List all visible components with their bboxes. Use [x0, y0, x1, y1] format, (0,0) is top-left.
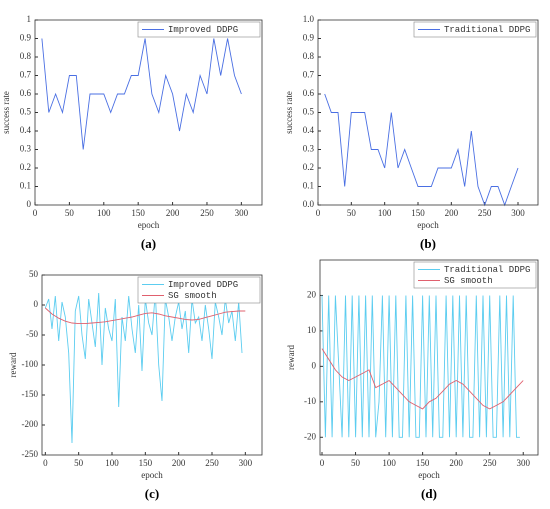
x-tick-label: 250	[200, 208, 214, 218]
plot-frame	[317, 19, 539, 206]
y-tick-label: -20	[304, 431, 316, 441]
x-tick-label: 0	[43, 458, 48, 468]
y-tick-label: 1.0	[303, 14, 315, 24]
x-axis-label: epoch	[418, 470, 440, 480]
x-tick-label: 300	[235, 208, 249, 218]
x-tick-label: 200	[445, 208, 459, 218]
y-tick-label: 0.7	[303, 70, 315, 80]
x-tick-label: 50	[347, 208, 357, 218]
x-tick-label: 200	[449, 458, 463, 468]
x-tick-label: 150	[416, 458, 430, 468]
y-tick-label: 0.2	[303, 162, 314, 172]
y-tick-label: 0.0	[303, 199, 315, 209]
series-line	[321, 295, 520, 438]
y-tick-label: -200	[22, 419, 39, 429]
x-tick-label: 0	[316, 208, 321, 218]
y-tick-label: -10	[304, 396, 316, 406]
x-tick-label: 300	[511, 208, 525, 218]
x-tick-label: 50	[351, 458, 361, 468]
y-axis-label: reward	[286, 345, 296, 370]
y-tick-label: 0.7	[20, 70, 32, 80]
legend-label: Traditional DDPG	[444, 25, 530, 35]
y-axis-label: reward	[8, 352, 18, 377]
legend-label: Improved DDPG	[168, 25, 238, 35]
y-tick-label: 20	[307, 290, 317, 300]
y-axis-label: success rate	[284, 91, 294, 134]
y-tick-label: 0	[27, 199, 32, 209]
panel-label: (d)	[421, 486, 437, 501]
x-tick-label: 0	[33, 208, 38, 218]
series-line	[41, 38, 242, 150]
y-tick-label: 0.9	[20, 33, 32, 43]
legend-label: Traditional DDPG	[444, 265, 530, 275]
y-tick-label: 0.6	[303, 88, 315, 98]
y-tick-label: 50	[29, 269, 39, 279]
x-tick-label: 250	[483, 458, 497, 468]
x-tick-label: 100	[97, 208, 111, 218]
y-tick-label: 0.3	[20, 144, 32, 154]
x-tick-label: 100	[378, 208, 392, 218]
x-tick-label: 100	[105, 458, 119, 468]
x-axis-label: epoch	[417, 220, 439, 230]
legend-box	[413, 21, 537, 38]
x-tick-label: 0	[320, 458, 325, 468]
series-line	[324, 93, 519, 207]
series-line	[44, 292, 243, 444]
panel-label: (b)	[420, 236, 436, 251]
x-axis-label: epoch	[138, 220, 160, 230]
x-tick-label: 250	[478, 208, 492, 218]
x-tick-label: 300	[239, 458, 253, 468]
y-tick-label: 1	[27, 14, 32, 24]
x-tick-label: 150	[131, 208, 145, 218]
y-tick-label: 0.3	[303, 144, 315, 154]
y-tick-label: 0	[312, 360, 317, 370]
legend-box	[413, 261, 537, 289]
legend-label: SG smooth	[168, 291, 217, 301]
x-tick-label: 150	[411, 208, 425, 218]
y-tick-label: 0	[34, 299, 39, 309]
x-tick-label: 200	[166, 208, 180, 218]
x-tick-label: 50	[65, 208, 75, 218]
y-tick-label: -250	[22, 449, 39, 459]
x-tick-label: 100	[382, 458, 396, 468]
y-tick-label: 0.4	[303, 125, 315, 135]
y-tick-label: 0.8	[20, 51, 32, 61]
y-tick-label: 0.5	[303, 107, 315, 117]
y-tick-label: 0.5	[20, 107, 32, 117]
x-tick-label: 150	[139, 458, 153, 468]
x-tick-label: 300	[516, 458, 530, 468]
plot-frame	[319, 259, 539, 456]
y-tick-label: 10	[307, 325, 317, 335]
series-line	[321, 348, 524, 410]
y-tick-label: 0.9	[303, 33, 315, 43]
plot-frame	[41, 274, 263, 456]
y-tick-label: 0.1	[303, 181, 314, 191]
plot-frame	[34, 19, 263, 206]
legend-box	[137, 21, 261, 38]
panel-label: (c)	[145, 486, 159, 501]
x-tick-label: 200	[172, 458, 186, 468]
y-tick-label: 0.1	[20, 181, 31, 191]
x-tick-label: 250	[205, 458, 219, 468]
y-axis-label: success rate	[1, 91, 11, 134]
panel-label: (a)	[141, 236, 156, 251]
y-tick-label: 0.4	[20, 125, 32, 135]
y-tick-label: -50	[26, 329, 38, 339]
legend-box	[137, 276, 261, 304]
y-tick-label: 0.2	[20, 162, 31, 172]
legend-label: Improved DDPG	[168, 280, 238, 290]
legend-label: SG smooth	[444, 276, 493, 286]
y-tick-label: 0.8	[303, 51, 315, 61]
y-tick-label: -100	[22, 359, 39, 369]
x-tick-label: 50	[74, 458, 84, 468]
x-axis-label: epoch	[141, 470, 163, 480]
y-tick-label: -150	[22, 389, 39, 399]
series-line	[44, 307, 246, 325]
y-tick-label: 0.6	[20, 88, 32, 98]
